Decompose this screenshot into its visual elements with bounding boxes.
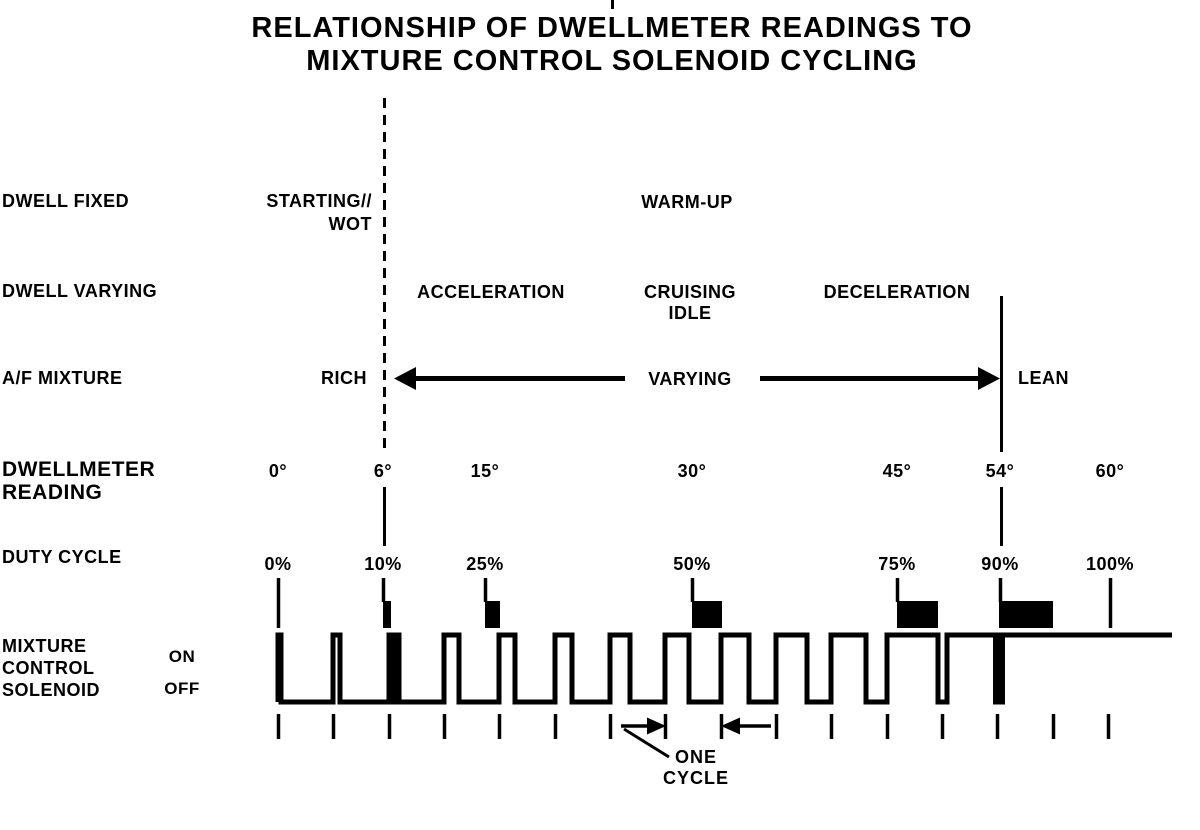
solenoid-on-label: ON (168, 647, 196, 666)
row-label-control-line: CONTROL (2, 658, 95, 678)
waveform-thick-edge (993, 632, 1005, 705)
row-label-mixture-control-solenoid: MIXTURE CONTROL SOLENOID (2, 635, 100, 701)
annotation-rich: RICH (321, 368, 367, 388)
diagram-title-line2: MIXTURE CONTROL SOLENOID CYCLING (306, 45, 918, 77)
dwellmeter-value: 15° (470, 461, 500, 481)
solenoid-off-label: OFF (164, 679, 200, 698)
annotation-cruising-line: CRUISING (643, 282, 736, 302)
duty-on-block (692, 601, 722, 628)
dwellmeter-value: 30° (677, 461, 707, 481)
row-label-dwellmeter-line: DWELLMETER (2, 458, 156, 481)
one-cycle-left-arrow-head-icon (721, 717, 740, 735)
duty-cycle-value: 0% (264, 554, 292, 574)
duty-cycle-value: 50% (673, 554, 711, 574)
duty-on-block (999, 601, 1053, 628)
annotation-idle-line: IDLE (668, 303, 712, 323)
dwellmeter-value: 60° (1095, 461, 1125, 481)
annotation-lean: LEAN (1018, 368, 1069, 388)
one-cycle-right-arrow-head-icon (647, 717, 666, 735)
diagram-title-line1: RELATIONSHIP OF DWELLMETER READINGS TO (251, 12, 973, 44)
row-label-dwell-fixed: DWELL FIXED (2, 191, 130, 211)
duty-cycle-value: 100% (1085, 554, 1135, 574)
duty-on-block (485, 601, 500, 628)
annotation-acceleration: ACCELERATION (417, 282, 565, 302)
dwellmeter-value: 54° (985, 461, 1015, 481)
annotation-varying: VARYING (648, 369, 732, 389)
row-label-mixture-line: MIXTURE (2, 636, 87, 656)
annotation-starting-line: STARTING// (266, 191, 372, 211)
annotation-cruising-idle: CRUISING IDLE (610, 282, 770, 324)
one-cycle-line1: ONE (674, 747, 717, 767)
one-cycle-callout-line (623, 727, 670, 759)
annotation-starting-wot: STARTING// WOT (230, 190, 372, 236)
row-label-af-mixture: A/F MIXTURE (2, 368, 123, 388)
annotation-warm-up: WARM-UP (641, 192, 733, 212)
waveform-thick-edge (387, 632, 399, 705)
row-label-duty-cycle: DUTY CYCLE (2, 547, 122, 567)
varying-arrow-right-head-icon (978, 367, 1000, 390)
duty-on-block (383, 601, 391, 628)
one-cycle-label: ONE CYCLE (636, 747, 756, 789)
row-label-dwell-varying: DWELL VARYING (2, 281, 158, 301)
dwellmeter-value: 6° (373, 461, 393, 481)
annotation-deceleration: DECELERATION (823, 282, 971, 302)
row-label-reading-line: READING (2, 481, 103, 504)
duty-cycle-value: 90% (981, 554, 1019, 574)
annotation-wot-line: WOT (328, 214, 372, 234)
duty-cycle-value: 25% (466, 554, 504, 574)
duty-on-block (897, 601, 938, 628)
duty-cycle-value: 75% (878, 554, 916, 574)
scan-artifact-tick (611, 0, 614, 9)
varying-arrow-left-head-icon (394, 367, 416, 390)
dwellmeter-value: 0° (268, 461, 288, 481)
one-cycle-line2: CYCLE (662, 768, 729, 788)
row-label-solenoid-line: SOLENOID (2, 680, 101, 700)
diagram-title: RELATIONSHIP OF DWELLMETER READINGS TO M… (112, 12, 1112, 78)
dwellmeter-value: 45° (882, 461, 912, 481)
row-label-dwellmeter-reading: DWELLMETER READING (2, 458, 155, 504)
solenoid-waveform (275, 632, 1172, 705)
duty-cycle-value: 10% (364, 554, 402, 574)
